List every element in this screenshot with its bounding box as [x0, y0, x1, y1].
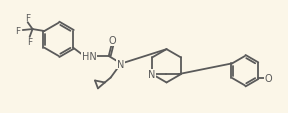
Text: O: O [265, 73, 272, 83]
Text: HN: HN [82, 52, 96, 61]
Text: F: F [27, 38, 32, 47]
Text: N: N [148, 69, 156, 79]
Text: N: N [117, 59, 124, 69]
Text: F: F [15, 26, 20, 35]
Text: F: F [25, 14, 30, 23]
Text: O: O [109, 36, 116, 46]
